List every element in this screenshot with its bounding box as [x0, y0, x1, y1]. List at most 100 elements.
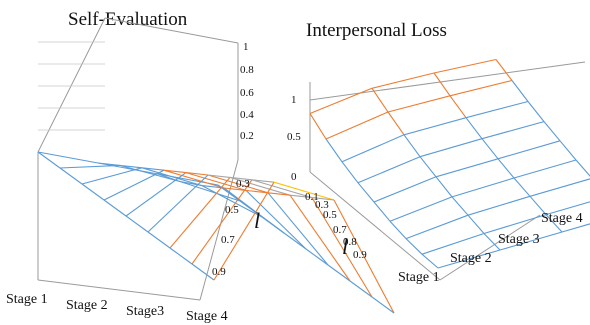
- surface-line: [201, 185, 225, 189]
- surface-line: [435, 158, 499, 178]
- frame-edge: [104, 17, 239, 44]
- surface-line: [545, 201, 590, 216]
- surface-line: [465, 117, 483, 140]
- surface-line: [419, 156, 437, 178]
- stage-tick-label: Stage3: [126, 304, 164, 319]
- surface-line: [201, 185, 263, 218]
- surface-line: [529, 178, 590, 197]
- surface-line: [483, 233, 501, 251]
- surface-line: [325, 138, 343, 163]
- surface-line: [59, 164, 121, 169]
- surface-line: [191, 263, 215, 281]
- surface-line: [419, 138, 483, 158]
- surface-line: [575, 159, 590, 177]
- surface-line: [309, 87, 373, 115]
- l-tick-label: 0.8: [343, 236, 357, 248]
- surface-line: [433, 58, 497, 74]
- surface-line: [451, 177, 515, 198]
- chart-frame: [37, 17, 239, 301]
- surface-line: [283, 232, 307, 250]
- stage-tick-labels: Stage 1 Stage 2 Stage 3 Stage 4: [398, 211, 583, 285]
- stage-tick-labels: Stage 1 Stage 2 Stage3 Stage 4: [6, 292, 228, 324]
- surface-line: [223, 187, 247, 191]
- stage-tick-label: Stage 4: [186, 309, 228, 324]
- z-tick-label: 0: [291, 171, 297, 183]
- surface-line: [309, 113, 327, 140]
- surface-line: [543, 121, 561, 142]
- surface-line: [545, 214, 563, 233]
- surface-line: [185, 172, 209, 176]
- surface-line: [141, 167, 203, 187]
- surface-line: [103, 199, 127, 217]
- chart-title: Self-Evaluation: [68, 9, 188, 30]
- surface-line: [451, 196, 469, 216]
- surface-line: [261, 216, 285, 234]
- frame-edge: [37, 17, 106, 153]
- surface-line: [141, 167, 165, 171]
- surface-line: [373, 201, 391, 222]
- chart-frame: [309, 61, 586, 281]
- surface-line: [311, 197, 335, 201]
- l-tick-label: 0.3: [236, 178, 250, 190]
- surface-line: [435, 176, 453, 198]
- surface-line: [437, 249, 501, 269]
- frame-edge: [309, 61, 586, 101]
- surface-line: [433, 72, 451, 97]
- surface-line: [305, 248, 329, 266]
- l-tick-label: 0.7: [333, 224, 347, 236]
- surface-line: [179, 180, 203, 187]
- surface-line: [483, 214, 547, 235]
- z-tick-label: 0.5: [287, 131, 301, 143]
- surface-line: [495, 59, 513, 81]
- l-tick-label: 0.5: [323, 209, 337, 221]
- l-tick-label: 0.5: [225, 204, 239, 216]
- surface-line: [273, 181, 335, 201]
- surface-line: [81, 183, 105, 201]
- surface-line: [239, 200, 263, 218]
- surface-line: [389, 220, 407, 239]
- surface-line: [449, 79, 513, 97]
- surface-line: [207, 174, 269, 194]
- surface-line: [559, 140, 577, 161]
- surface-line: [497, 140, 561, 160]
- z-tick-labels: 0.2 0.4 0.6 0.8 1: [240, 41, 254, 142]
- surface-line: [405, 214, 469, 240]
- surface-line: [37, 151, 61, 169]
- frame-edge: [199, 159, 239, 301]
- surface-line: [371, 72, 435, 89]
- stage-tick-label: Stage 2: [66, 298, 108, 313]
- l-axis-label: l: [342, 234, 348, 259]
- stage-tick-label: Stage 2: [450, 251, 492, 266]
- surface-line: [387, 95, 451, 113]
- surface-line: [267, 192, 329, 266]
- surface-line: [97, 162, 121, 166]
- surface-line: [245, 190, 307, 250]
- surface-line: [371, 296, 395, 314]
- l-tick-label: 0.9: [212, 266, 226, 278]
- surface-line: [37, 151, 99, 164]
- surface-wireframe: [309, 58, 590, 269]
- surface-line: [333, 199, 395, 314]
- surface-line: [251, 179, 313, 199]
- frame-edge: [37, 279, 201, 301]
- l-tick-label: 0.1: [305, 191, 319, 203]
- surface-line: [59, 167, 83, 185]
- frame-edge: [309, 171, 441, 281]
- surface-line: [513, 159, 577, 179]
- surface-line: [125, 172, 187, 217]
- stage-tick-label: Stage 1: [6, 292, 48, 307]
- surface-line: [387, 111, 405, 136]
- surface-line: [163, 169, 187, 174]
- surface-line: [169, 247, 193, 265]
- z-tick-label: 1: [243, 41, 249, 53]
- surface-line: [373, 176, 437, 203]
- z-tick-labels: 0 0.5 1: [287, 94, 301, 183]
- surface-line: [81, 167, 143, 185]
- surface-line: [371, 87, 389, 113]
- surface-line: [157, 173, 181, 183]
- surface-line: [349, 280, 373, 298]
- z-tick-label: 0.8: [240, 64, 254, 76]
- chart-title: Interpersonal Loss: [306, 20, 447, 41]
- l-tick-labels: 0.1 0.3 0.5 0.7 0.8 0.9: [305, 191, 367, 261]
